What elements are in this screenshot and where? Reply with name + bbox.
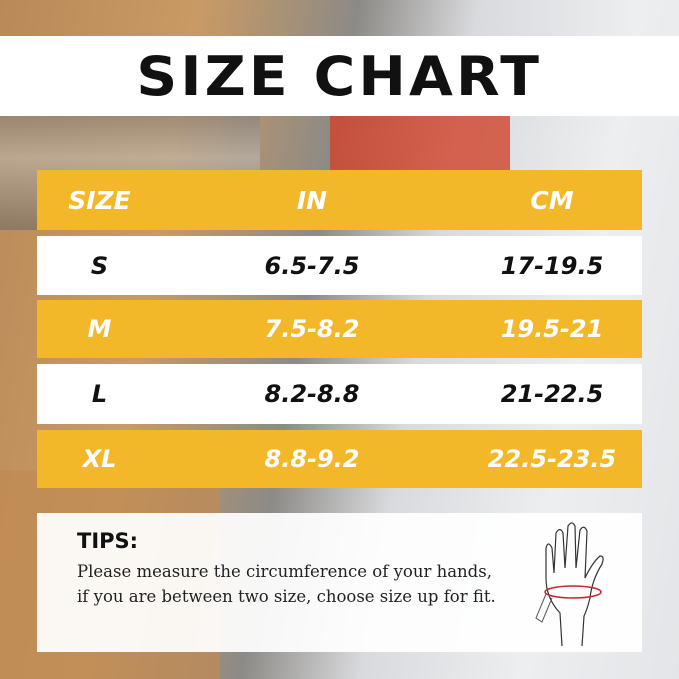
cell-cm: 17-19.5 [500,251,604,280]
page-title: SIZE CHART [136,44,543,108]
title-banner: SIZE CHART [0,36,679,116]
cell-in: 8.2-8.8 [264,380,360,408]
cell-size: S [90,251,109,280]
cell-in: 6.5-7.5 [264,251,360,280]
table-row: XL 8.8-9.2 22.5-23.5 [37,430,642,488]
cell-size: XL [82,445,117,473]
tips-text: Please measure the circumference of your… [77,562,496,606]
table-header: SIZE IN CM [37,170,642,230]
cell-in: 8.8-9.2 [264,445,360,473]
cell-cm: 22.5-23.5 [487,445,617,473]
cell-cm: 21-22.5 [500,380,604,408]
header-size: SIZE [68,185,131,215]
header-cm: CM [530,185,574,215]
cell-size: M [87,315,112,343]
background-tool-red [330,110,510,170]
table-row: L 8.2-8.8 21-22.5 [37,364,642,424]
tips-box: TIPS: Please measure the circumference o… [37,513,642,652]
cell-in: 7.5-8.2 [264,315,360,343]
tips-heading: TIPS: [77,529,139,553]
cell-size: L [91,380,108,408]
table-row: M 7.5-8.2 19.5-21 [37,300,642,358]
table-row: S 6.5-7.5 17-19.5 [37,236,642,295]
hand-measure-icon [535,522,604,647]
header-in: IN [296,185,328,215]
cell-cm: 19.5-21 [500,315,604,343]
